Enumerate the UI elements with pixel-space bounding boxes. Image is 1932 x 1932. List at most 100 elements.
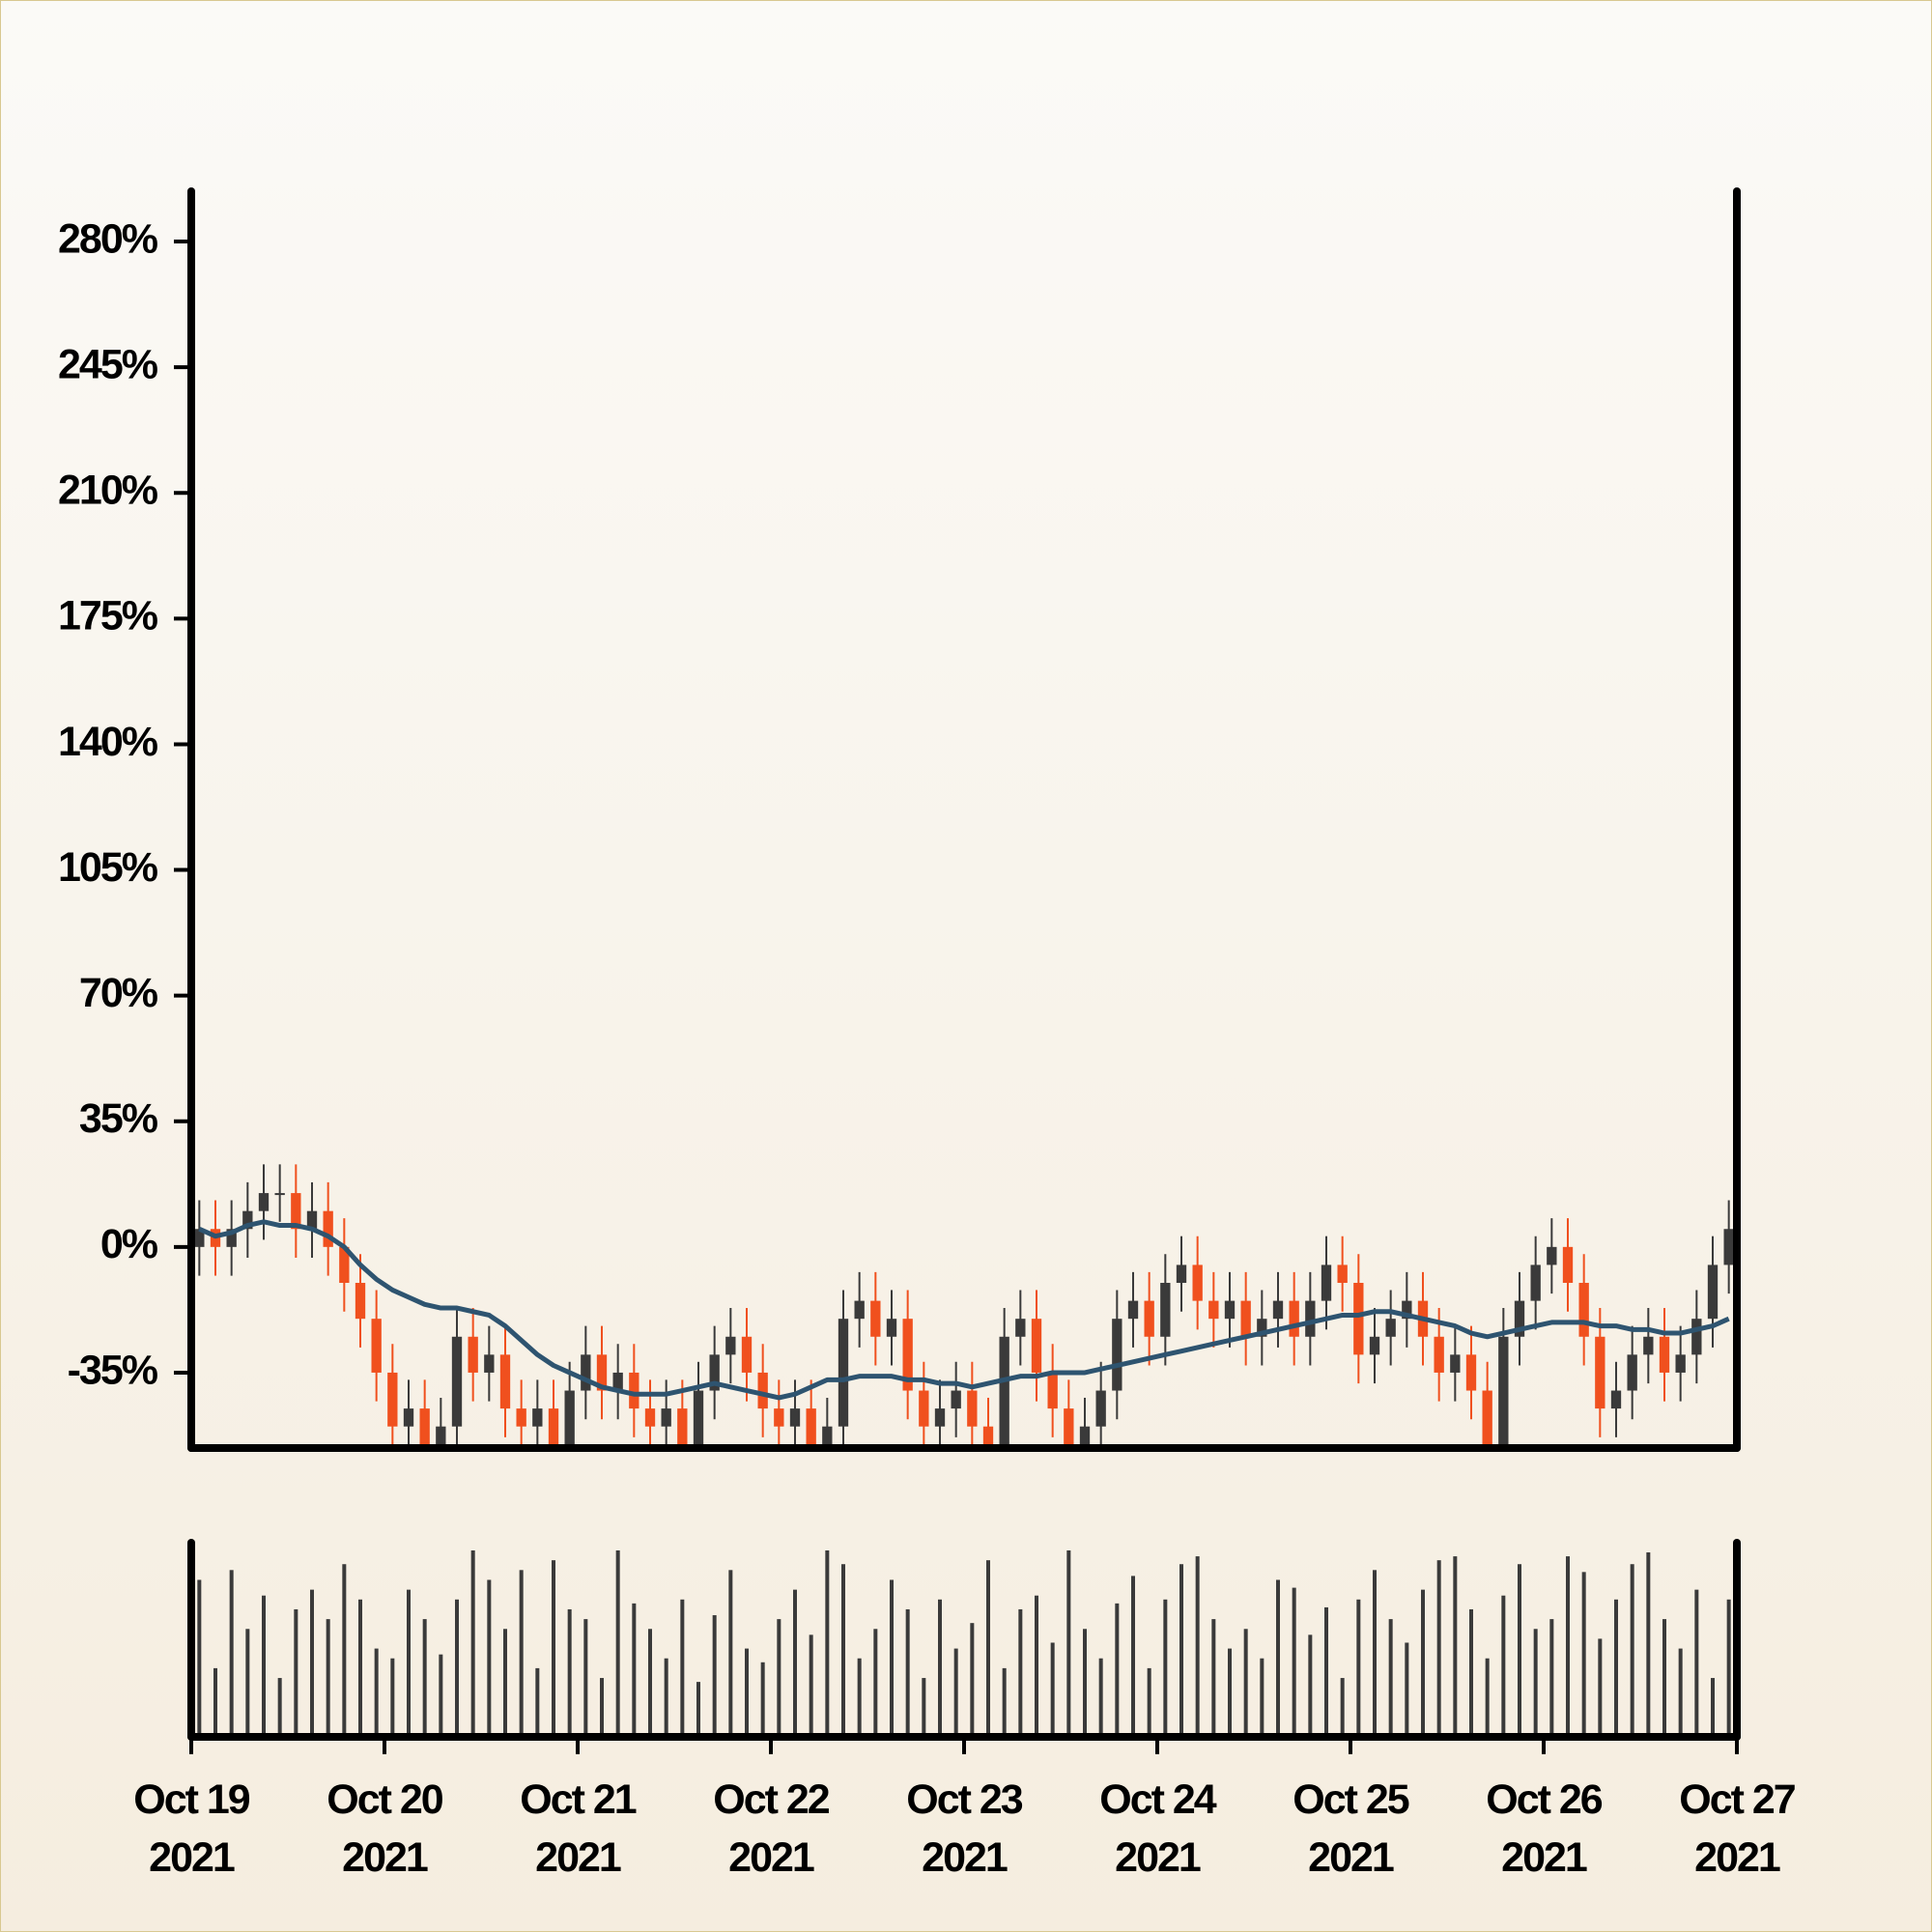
volume-bar <box>1614 1599 1618 1737</box>
candle-body <box>1353 1283 1364 1355</box>
volume-bar <box>1083 1629 1087 1737</box>
candle-body <box>629 1372 639 1409</box>
x-tick-label: Oct 24 2021 <box>1099 1776 1217 1881</box>
candle-body <box>854 1300 865 1320</box>
volume-bar <box>310 1589 314 1737</box>
volume-bar <box>294 1608 298 1737</box>
volume-bar <box>1035 1595 1038 1737</box>
y-tick-label: 175% <box>58 593 158 639</box>
volume-bar <box>1356 1599 1361 1737</box>
x-tick-label-line: Oct 24 <box>1099 1776 1217 1823</box>
candle-body <box>1192 1264 1203 1301</box>
candle-body <box>1707 1264 1719 1320</box>
x-tick-label-line: Oct 26 <box>1486 1776 1603 1823</box>
candle-body <box>1112 1319 1122 1391</box>
volume-bar <box>1243 1629 1248 1737</box>
x-tick-label: Oct 26 2021 <box>1486 1776 1603 1881</box>
x-tick-label: Oct 20 2021 <box>327 1776 443 1881</box>
volume-bar <box>1518 1564 1521 1737</box>
volume-bar <box>825 1550 830 1737</box>
candle-body <box>612 1372 623 1391</box>
x-tick-label-line: 2021 <box>1308 1834 1394 1881</box>
volume-bar <box>696 1682 700 1737</box>
volume-bar <box>922 1678 926 1737</box>
y-tick-label: 105% <box>58 844 158 891</box>
volume-bar <box>1018 1608 1023 1737</box>
candle-body <box>339 1246 350 1284</box>
volume-bar <box>1292 1587 1296 1737</box>
x-tick-label-line: 2021 <box>922 1834 1008 1881</box>
x-tick-label-line: Oct 23 <box>906 1776 1023 1823</box>
candle-body <box>919 1390 929 1427</box>
x-tick-label-line: 2021 <box>1115 1834 1201 1881</box>
candle-body <box>1144 1300 1154 1337</box>
y-tick-label: 245% <box>58 341 158 387</box>
candle-body <box>1272 1300 1284 1320</box>
x-tick-label: Oct 21 2021 <box>520 1776 637 1881</box>
volume-bar <box>503 1629 507 1737</box>
candle-body <box>371 1319 382 1373</box>
x-tick-label-line: 2021 <box>342 1834 428 1881</box>
candle-body <box>1723 1229 1734 1265</box>
volume-bar <box>793 1589 797 1737</box>
candle-body <box>1610 1390 1622 1409</box>
candle-body <box>436 1426 446 1445</box>
volume-bar <box>1726 1599 1731 1737</box>
x-tick-label-line: 2021 <box>728 1834 814 1881</box>
volume-bar <box>1050 1642 1055 1737</box>
candle-body <box>516 1408 526 1427</box>
volume-bar <box>986 1560 990 1737</box>
volume-bar <box>1469 1608 1473 1737</box>
volume-bar <box>1485 1658 1490 1737</box>
candle-body <box>1224 1300 1236 1320</box>
candle-body <box>1337 1264 1348 1284</box>
volume-bar <box>245 1629 250 1737</box>
volume-bar <box>470 1550 475 1737</box>
y-tick-label: 280% <box>58 215 158 262</box>
volume-bar <box>905 1608 910 1737</box>
candle-body <box>355 1283 366 1320</box>
volume-bar <box>229 1570 234 1737</box>
x-tick-label-line: Oct 25 <box>1293 1776 1409 1823</box>
volume-bar <box>1630 1564 1634 1737</box>
candle-body <box>982 1426 994 1445</box>
candle-body <box>1369 1336 1380 1355</box>
volume-bar <box>1308 1634 1313 1737</box>
candle-body <box>1498 1336 1509 1445</box>
candle-body <box>581 1354 591 1391</box>
volume-bar <box>664 1658 668 1737</box>
candle-body <box>1434 1336 1444 1373</box>
volume-bar <box>1566 1556 1570 1737</box>
x-tick-label-line: 2021 <box>1501 1834 1587 1881</box>
candle-body <box>258 1193 270 1211</box>
volume-bar <box>583 1619 588 1737</box>
candle-body <box>242 1210 253 1230</box>
candle-body <box>789 1408 801 1427</box>
candle-body <box>1402 1300 1412 1320</box>
volume-bar <box>841 1564 845 1737</box>
candle-body <box>1305 1300 1316 1337</box>
volume-bar <box>1098 1658 1103 1737</box>
candle-body <box>757 1372 768 1409</box>
candle-body <box>451 1336 463 1427</box>
volume-bar <box>1373 1570 1377 1737</box>
x-tick-label-line: Oct 20 <box>327 1776 443 1823</box>
candle-body <box>1547 1246 1557 1265</box>
candle-body <box>870 1300 881 1337</box>
volume-bar <box>277 1678 282 1737</box>
volume-bar <box>953 1648 958 1737</box>
candle-body <box>1514 1300 1525 1337</box>
candle-body <box>1240 1300 1251 1337</box>
candle-body <box>564 1390 575 1445</box>
volume-bar <box>1453 1556 1458 1737</box>
y-tick-label: 210% <box>58 468 158 514</box>
x-tick-label-line: Oct 19 <box>133 1776 250 1823</box>
candle-body <box>951 1390 961 1409</box>
candle-body <box>323 1210 333 1247</box>
volume-bar <box>1195 1556 1200 1737</box>
candle-body <box>1643 1336 1654 1355</box>
candle-body <box>1321 1264 1332 1301</box>
candle-body <box>499 1354 511 1409</box>
candle-body <box>1562 1246 1574 1284</box>
